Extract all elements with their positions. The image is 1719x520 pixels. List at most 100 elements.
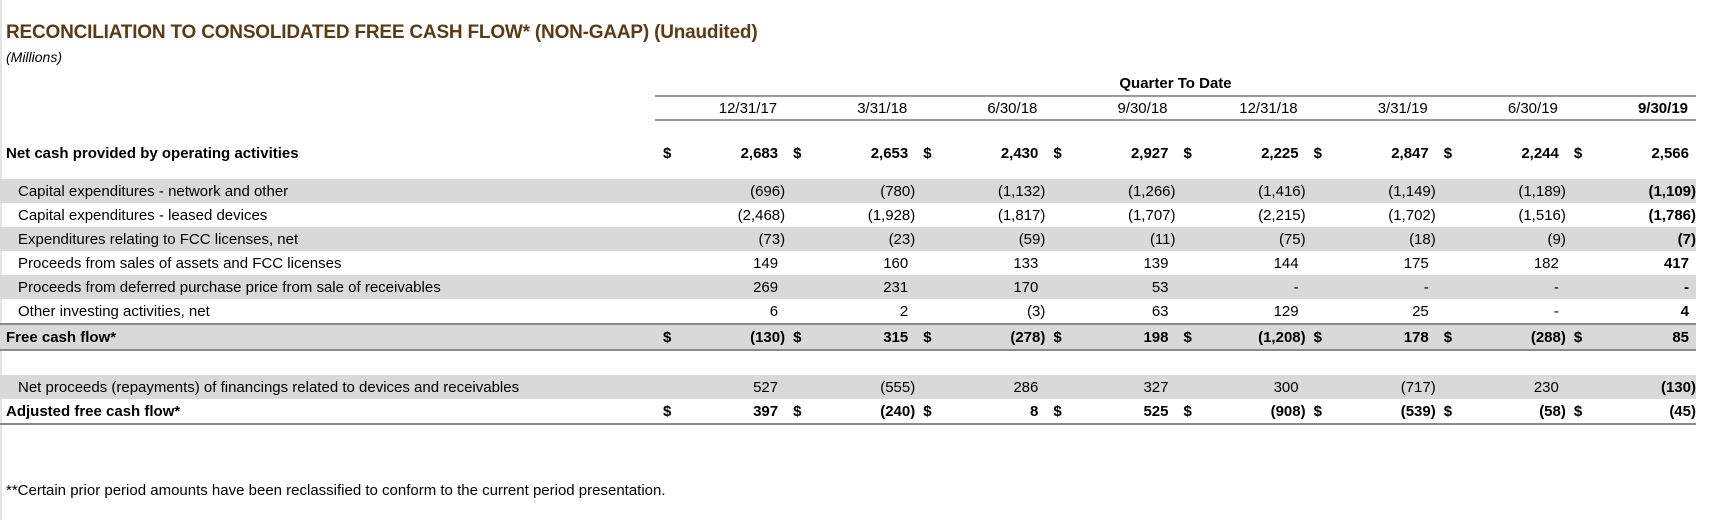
cell-value: 315 [883, 328, 909, 346]
cell-value: (1,707) [1127, 206, 1176, 224]
cell-value: (908) [1270, 402, 1306, 420]
cell-value: (1,109) [1648, 182, 1696, 200]
cell-value: 175 [1403, 254, 1429, 272]
cell-value: 231 [883, 278, 909, 296]
row-label: Capital expenditures - network and other [0, 179, 655, 203]
cell-value: 25 [1412, 302, 1429, 320]
cell-value: 149 [753, 254, 779, 272]
row-label: Proceeds from deferred purchase price fr… [0, 275, 655, 299]
cell-value: (7) [1677, 230, 1696, 248]
cell-value: 2,566 [1651, 144, 1689, 162]
group-header: Quarter To Date [655, 72, 1696, 97]
cell-value: (75) [1278, 230, 1306, 248]
currency-symbol: $ [1053, 144, 1062, 162]
column-header: 6/30/18 [915, 96, 1046, 121]
cell-value: 160 [883, 254, 909, 272]
page-title: RECONCILIATION TO CONSOLIDATED FREE CASH… [6, 22, 758, 43]
cell-value: 4 [1680, 302, 1689, 320]
cell-value: 133 [1013, 254, 1039, 272]
column-header: 3/31/19 [1305, 96, 1436, 121]
row-label: Other investing activities, net [18, 302, 210, 320]
row-deferred-purchase-proceeds: Proceeds from deferred purchase price fr… [0, 275, 1696, 299]
cell-value: 170 [1013, 278, 1039, 296]
row-net-proceeds-financings: Net proceeds (repayments) of financings … [0, 375, 1696, 399]
cell-value: 2 [899, 302, 909, 320]
currency-symbol: $ [663, 328, 672, 346]
cell-value: 417 [1663, 254, 1689, 272]
cell-value: 269 [753, 278, 779, 296]
cell-value: 2,847 [1391, 144, 1429, 162]
cell-value: 2,244 [1521, 144, 1559, 162]
cell-value: 2,653 [870, 144, 909, 162]
cell-value: (288) [1530, 328, 1566, 346]
currency-symbol: $ [793, 402, 802, 420]
cell-value: - [1553, 302, 1559, 320]
currency-symbol: $ [1443, 402, 1453, 420]
row-fcc-expenditures: Expenditures relating to FCC licenses, n… [0, 227, 1696, 251]
cell-value: 182 [1533, 254, 1559, 272]
cell-value: 2,683 [740, 144, 779, 162]
currency-symbol: $ [1443, 328, 1453, 346]
cell-value: (23) [888, 230, 916, 248]
cell-value: (1,189) [1518, 182, 1566, 200]
currency-symbol: $ [923, 328, 932, 346]
cell-value: (73) [758, 230, 786, 248]
row-capex-network: Capital expenditures - network and other… [0, 179, 1696, 203]
row-free-cash-flow: Free cash flow* $ (130) $315 $ (278) $198 $ (1,2… [0, 323, 1696, 351]
footnote: **Certain prior period amounts have been… [6, 482, 666, 499]
cell-value: 6 [769, 302, 779, 320]
cell-value: 286 [1013, 378, 1039, 396]
cell-value: (45) [1669, 402, 1696, 420]
currency-symbol: $ [1443, 144, 1453, 162]
currency-symbol: $ [1183, 328, 1192, 346]
cell-value: (539) [1400, 402, 1436, 420]
free-cash-flow-table: Quarter To Date 12/31/17 3/31/18 6/30/18 9/… [0, 72, 1696, 425]
currency-symbol: $ [923, 144, 932, 162]
currency-symbol: $ [923, 402, 932, 420]
group-header-row: Quarter To Date [0, 72, 1696, 97]
cell-value: (1,208) [1258, 328, 1306, 346]
cell-value: (1,132) [997, 182, 1046, 200]
column-header: 12/31/17 [655, 96, 786, 121]
cell-value: (3) [1027, 302, 1046, 320]
cell-value: (1,266) [1127, 182, 1176, 200]
cell-value: 144 [1273, 254, 1299, 272]
row-label: Free cash flow* [0, 323, 655, 351]
cell-value: 8 [1030, 402, 1039, 420]
cell-value: - [1423, 278, 1429, 296]
currency-symbol: $ [663, 402, 672, 420]
cell-value: (1,786) [1648, 206, 1696, 224]
row-label: Net cash provided by operating activitie… [6, 144, 299, 162]
row-label: Adjusted free cash flow* [0, 399, 655, 425]
cell-value: - [1553, 278, 1559, 296]
cell-value: (9) [1547, 230, 1566, 248]
column-header: 9/30/18 [1045, 96, 1176, 121]
cell-value: 2,225 [1261, 144, 1299, 162]
row-other-investing: Other investing activities, net 6 2 (3) 63 12… [0, 299, 1696, 324]
cell-value: 525 [1143, 402, 1169, 420]
cell-value: (58) [1539, 402, 1566, 420]
cell-value: - [1684, 278, 1689, 296]
cell-value: 53 [1151, 278, 1169, 296]
currency-symbol: $ [1313, 402, 1322, 420]
currency-symbol: $ [1053, 328, 1062, 346]
cell-value: (555) [880, 378, 916, 396]
row-net-cash-operating: Net cash provided by operating activitie… [0, 141, 1696, 165]
cell-value: (2,468) [737, 206, 786, 224]
row-label: Net proceeds (repayments) of financings … [0, 375, 655, 399]
left-border [0, 0, 2, 520]
cell-value: (59) [1018, 230, 1046, 248]
cell-value: (278) [1010, 328, 1046, 346]
cell-value: 85 [1672, 328, 1689, 346]
row-capex-leased-devices: Capital expenditures - leased devices (2,… [0, 203, 1696, 227]
row-label: Capital expenditures - leased devices [18, 206, 268, 224]
cell-value: (696) [750, 182, 786, 200]
cell-value: 300 [1273, 378, 1299, 396]
cell-value: 2,927 [1130, 144, 1169, 162]
cell-value: (18) [1409, 230, 1436, 248]
column-header: 12/31/18 [1175, 96, 1306, 121]
cell-value: 2,430 [1000, 144, 1039, 162]
cell-value: (2,215) [1258, 206, 1306, 224]
currency-symbol: $ [793, 144, 802, 162]
currency-symbol: $ [1313, 328, 1322, 346]
